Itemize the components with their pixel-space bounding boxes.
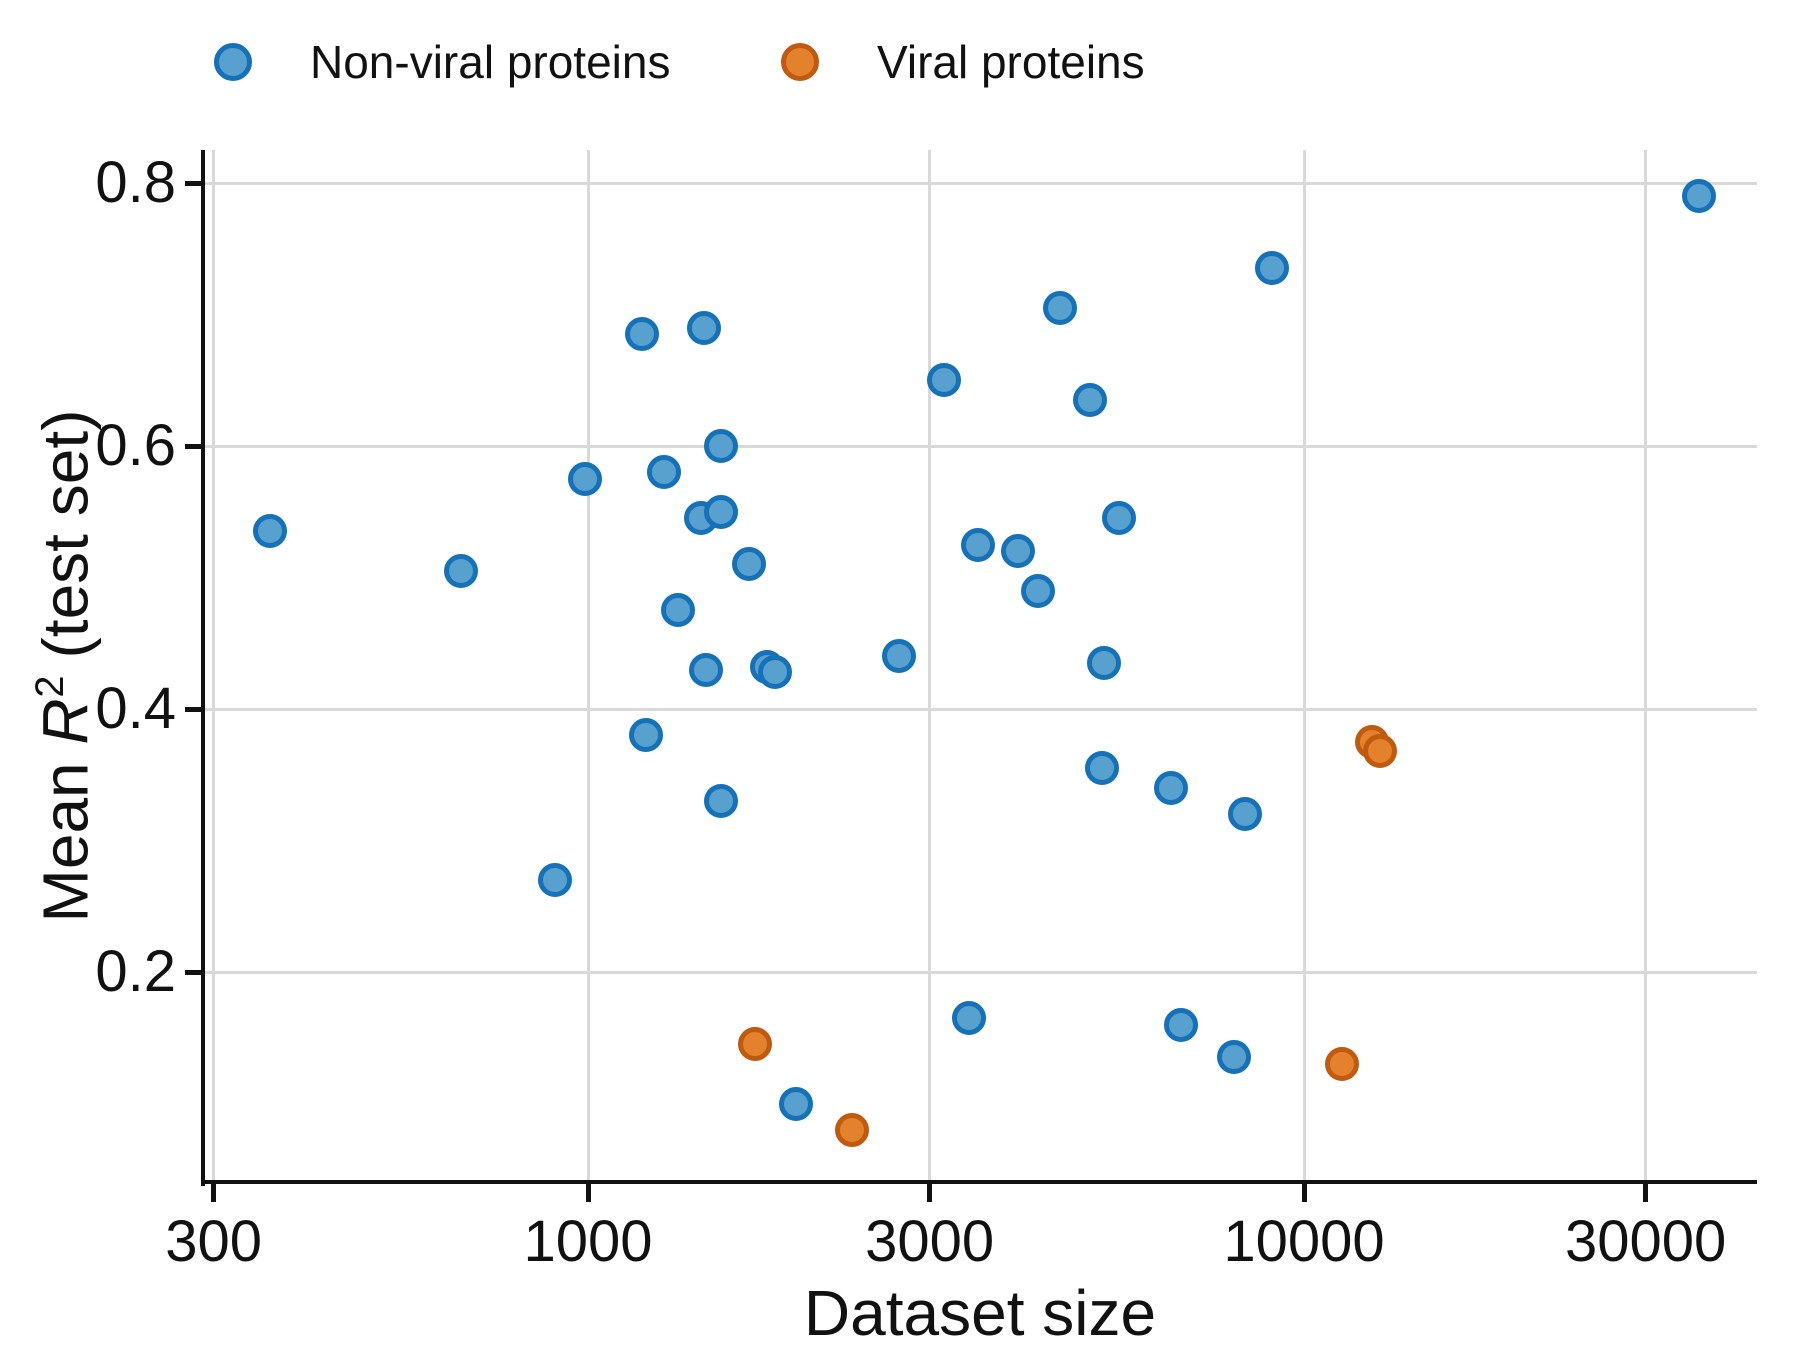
data-point-non-viral xyxy=(688,652,723,687)
data-point-non-viral xyxy=(704,494,739,529)
y-tick-label: 0.6 xyxy=(95,413,176,478)
y-tick-mark xyxy=(185,969,203,975)
x-tick-label: 10000 xyxy=(1223,1209,1385,1274)
x-tick-label: 30000 xyxy=(1564,1209,1727,1274)
legend-label-non-viral: Non-viral proteins xyxy=(310,36,671,88)
data-point-non-viral xyxy=(1164,1007,1199,1042)
data-point-non-viral xyxy=(961,527,996,562)
y-axis-spine xyxy=(201,150,205,1186)
data-point-non-viral xyxy=(1153,770,1188,805)
y-tick-mark xyxy=(185,180,203,186)
data-point-non-viral xyxy=(778,1086,813,1121)
x-axis-spine xyxy=(201,1180,1757,1184)
data-point-non-viral xyxy=(253,514,288,549)
gridline-x-3000 xyxy=(928,150,932,1182)
non-viral-marker-icon xyxy=(214,43,252,81)
x-axis-title: Dataset size xyxy=(803,1277,1157,1349)
gridline-x-1000 xyxy=(586,150,590,1182)
data-point-non-viral xyxy=(1085,751,1120,786)
data-point-non-viral xyxy=(1020,573,1055,608)
data-point-non-viral xyxy=(704,429,739,463)
data-point-non-viral xyxy=(538,862,573,897)
data-point-non-viral xyxy=(686,310,721,345)
data-point-viral xyxy=(1325,1047,1359,1082)
data-point-non-viral xyxy=(567,461,602,496)
y-tick-label: 0.4 xyxy=(95,676,176,741)
data-point-non-viral xyxy=(881,639,916,674)
x-tick-label: 1000 xyxy=(523,1209,653,1274)
y-tick-mark xyxy=(185,443,203,449)
data-point-viral xyxy=(835,1112,870,1147)
x-tick-label: 3000 xyxy=(865,1209,995,1274)
data-point-non-viral xyxy=(625,317,660,352)
data-point-non-viral xyxy=(758,655,793,690)
data-point-non-viral xyxy=(1681,179,1716,214)
y-tick-label: 0.8 xyxy=(95,150,176,215)
data-point-viral xyxy=(737,1027,772,1062)
data-point-non-viral xyxy=(1042,290,1077,325)
data-point-non-viral xyxy=(732,547,767,582)
y-tick-mark xyxy=(185,706,203,712)
data-point-non-viral xyxy=(1216,1040,1251,1075)
y-tick-label: 0.2 xyxy=(95,939,176,1004)
x-tick-mark xyxy=(1643,1184,1649,1202)
gridline-x-300 xyxy=(212,150,216,1182)
gridline-x-10000 xyxy=(1302,150,1306,1182)
gridline-y-0.6 xyxy=(203,444,1757,448)
x-tick-mark xyxy=(211,1184,217,1202)
data-point-non-viral xyxy=(1227,797,1262,832)
x-tick-mark xyxy=(927,1184,933,1202)
x-tick-label: 300 xyxy=(165,1209,262,1274)
data-point-non-viral xyxy=(646,455,681,490)
data-point-non-viral xyxy=(660,593,695,628)
data-point-non-viral xyxy=(704,784,739,819)
data-point-non-viral xyxy=(952,1001,987,1036)
x-tick-mark xyxy=(585,1184,591,1202)
legend-label-viral: Viral proteins xyxy=(877,36,1145,88)
gridline-y-0.2 xyxy=(203,970,1757,974)
x-tick-mark xyxy=(1301,1184,1307,1202)
gridline-y-0.4 xyxy=(203,707,1757,711)
data-point-viral xyxy=(1362,734,1397,769)
gridline-x-30000 xyxy=(1644,150,1648,1182)
data-point-non-viral xyxy=(1086,645,1121,680)
data-point-non-viral xyxy=(1073,382,1108,417)
data-point-non-viral xyxy=(1254,251,1289,286)
data-point-non-viral xyxy=(1101,501,1136,536)
data-point-non-viral xyxy=(628,718,663,753)
gridline-y-0.8 xyxy=(203,181,1757,185)
data-point-non-viral xyxy=(926,363,961,398)
data-point-non-viral xyxy=(444,553,479,588)
y-axis-title: Mean R2 (test set) xyxy=(28,409,102,923)
data-point-non-viral xyxy=(1000,534,1035,569)
viral-marker-icon xyxy=(781,43,819,81)
